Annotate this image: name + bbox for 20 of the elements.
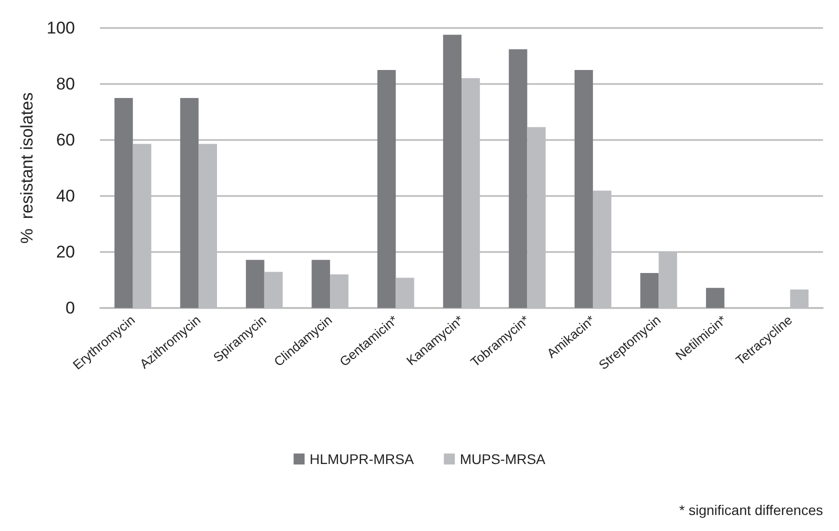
text: * significant differences <box>679 502 824 518</box>
y-tick-label: 80 <box>56 74 75 94</box>
bar <box>640 273 659 308</box>
bar <box>574 70 593 308</box>
bar <box>508 49 528 308</box>
y-tick-label: 20 <box>56 242 75 262</box>
y-tick-label: 100 <box>46 18 75 38</box>
bar <box>443 34 462 308</box>
bar <box>706 288 724 308</box>
bar <box>312 260 330 308</box>
bar <box>246 260 264 308</box>
bar <box>114 98 133 308</box>
legend-label: MUPS-MRSA <box>460 451 546 467</box>
bar <box>377 70 396 308</box>
y-tick-label: 40 <box>56 186 75 206</box>
y-axis-title: % resistant isolates <box>18 92 37 244</box>
y-tick-label: 60 <box>56 130 75 150</box>
bar <box>180 98 199 308</box>
legend-label: HLMUPR-MRSA <box>310 451 414 467</box>
y-tick-label: 0 <box>66 298 75 318</box>
